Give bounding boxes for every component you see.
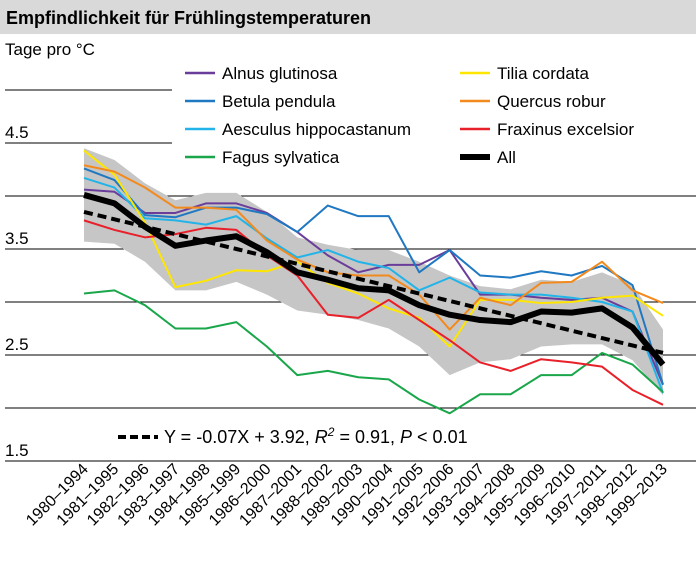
p-symbol: P <box>400 427 412 447</box>
series-line <box>83 188 664 386</box>
series-line <box>83 192 666 367</box>
r-symbol: R <box>315 427 328 447</box>
legend: Alnus glutinosa Betula pendula Aesculus hi… <box>185 64 634 167</box>
y-tick-label: 4.5 <box>5 123 29 142</box>
y-axis-label: Tage pro °C <box>5 40 95 59</box>
legend-label: Fraxinus excelsior <box>497 120 634 139</box>
legend-label: Tilia cordata <box>497 64 590 83</box>
series-line <box>83 167 664 385</box>
series-line <box>83 219 664 406</box>
trend-line <box>83 209 664 355</box>
series-line <box>83 289 664 415</box>
legend-label: Quercus robur <box>497 92 606 111</box>
legend-label: Aesculus hippocastanum <box>222 120 411 139</box>
legend-label: Fagus sylvatica <box>222 148 340 167</box>
series-line <box>83 177 664 394</box>
legend-label: Betula pendula <box>222 92 336 111</box>
plot <box>83 148 666 415</box>
r-value: = 0.91, <box>334 427 400 447</box>
trend-annotation: Y = -0.07X + 3.92, R2 = 0.91, P < 0.01 <box>118 425 468 447</box>
series-line <box>83 164 664 331</box>
r-superscript: 2 <box>327 425 335 439</box>
trend-label: Y = -0.07X + 3.92, R2 = 0.91, P < 0.01 <box>164 425 468 447</box>
y-tick-label: 2.5 <box>5 335 29 354</box>
y-tick-label: 1.5 <box>5 441 29 460</box>
legend-label: All <box>497 148 516 167</box>
y-tick-label: 3.5 <box>5 229 29 248</box>
x-labels: 1980–19941981–19951982–19961983–19971984… <box>23 461 671 530</box>
confidence-band <box>84 148 663 396</box>
title-bar <box>0 0 696 34</box>
series-line <box>83 149 664 348</box>
equation: Y = -0.07X + 3.92, <box>164 427 315 447</box>
chart-title: Empfindlichkeit für Frühlingstemperature… <box>6 8 371 28</box>
legend-background <box>172 58 696 172</box>
p-value: < 0.01 <box>412 427 468 447</box>
legend-label: Alnus glutinosa <box>222 64 338 83</box>
